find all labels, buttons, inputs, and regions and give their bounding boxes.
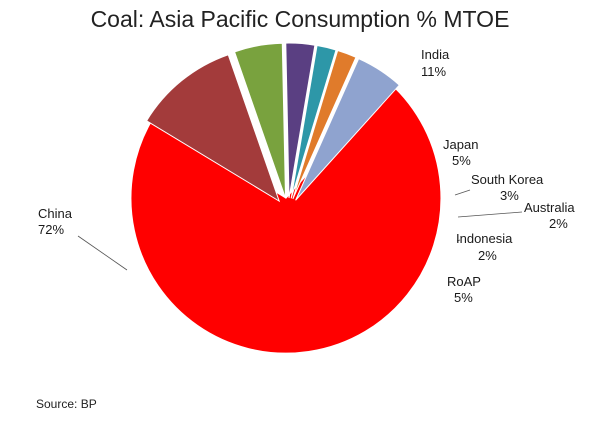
leader-line-indonesia: [456, 239, 461, 242]
slice-name-label-india: India: [421, 47, 450, 62]
pie-slice-indonesia: [292, 49, 357, 200]
pie-slice-china: [130, 82, 442, 354]
leader-line-china: [77, 235, 128, 271]
slice-value-label-australia: 2%: [549, 216, 568, 231]
slice-value-label-japan: 5%: [452, 153, 471, 168]
source-note: Source: BP: [36, 397, 97, 411]
leader-line-australia: [457, 211, 523, 218]
pie-slice-roap: [295, 57, 401, 201]
leader-line-south-korea: [454, 189, 471, 196]
pie-slice-japan: [233, 42, 287, 199]
slice-value-label-south-korea: 3%: [500, 188, 519, 203]
slice-name-label-indonesia: Indonesia: [456, 231, 513, 246]
pie-slice-india: [145, 54, 281, 203]
slice-value-label-india: 11%: [421, 64, 446, 79]
slice-name-label-roap: RoAP: [447, 274, 481, 289]
slice-name-label-australia: Australia: [524, 200, 575, 215]
slice-value-label-roap: 5%: [454, 290, 473, 305]
slice-name-label-south-korea: South Korea: [471, 172, 544, 187]
slice-value-label-indonesia: 2%: [478, 248, 497, 263]
pie-slice-australia: [290, 44, 337, 199]
pie-slice-south-korea: [285, 42, 316, 199]
chart-title: Coal: Asia Pacific Consumption % MTOE: [90, 6, 510, 32]
slice-name-label-china: China: [38, 206, 73, 221]
slice-name-label-japan: Japan: [443, 137, 478, 152]
slice-value-label-china: 72%: [38, 222, 64, 237]
